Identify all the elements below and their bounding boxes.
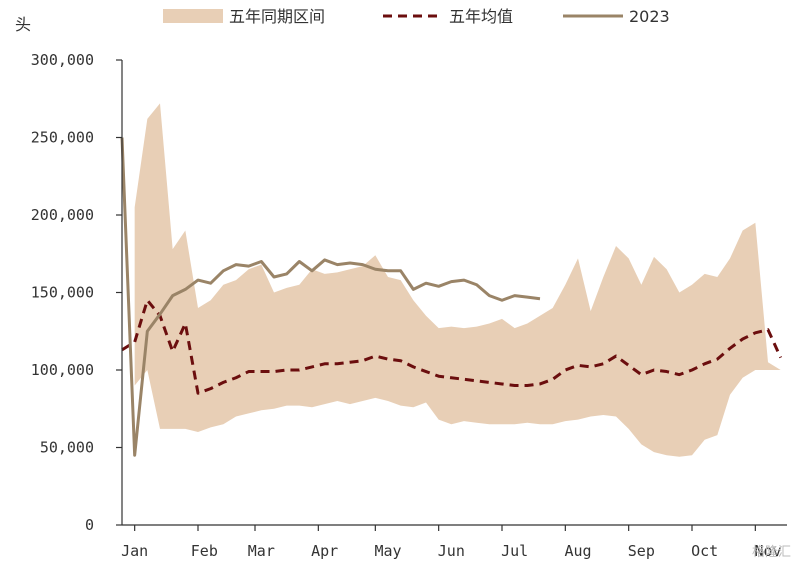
- legend-swatch-band: [163, 9, 223, 23]
- y-axis: 0 50,000 100,000 150,000 200,000 250,000 300,0…: [31, 51, 123, 534]
- x-tick-label: Aug: [564, 542, 591, 560]
- y-tick-label: 300,000: [31, 51, 94, 69]
- y-tick-label: 100,000: [31, 361, 94, 379]
- legend-label-2023: 2023: [629, 7, 670, 26]
- y-tick-label: 200,000: [31, 206, 94, 224]
- y-tick-label: 150,000: [31, 284, 94, 302]
- plot-area: [120, 103, 783, 457]
- range-band: [134, 103, 781, 457]
- x-tick-label: Sep: [628, 542, 655, 560]
- y-tick-label: 0: [85, 516, 94, 534]
- x-tick-label: Jul: [501, 542, 528, 560]
- x-tick-label: Feb: [191, 542, 218, 560]
- x-tick-label: Apr: [311, 542, 338, 560]
- x-tick-label: Jan: [121, 542, 148, 560]
- legend-label-band: 五年同期区间: [229, 7, 325, 26]
- x-tick-label: Nov: [754, 542, 781, 560]
- series-line-2023: [120, 137, 541, 457]
- x-tick-label: Oct: [691, 542, 718, 560]
- y-tick-label: 250,000: [31, 129, 94, 147]
- legend: 五年同期区间 五年均值 2023: [163, 7, 670, 26]
- legend-label-mean: 五年均值: [449, 7, 513, 26]
- watermark: 格隆汇: [752, 544, 791, 560]
- x-axis: JanFebMarAprMayJunJulAugSepOctNovDec: [121, 524, 787, 560]
- y-axis-unit-label: 头: [15, 15, 31, 34]
- y-tick-label: 50,000: [40, 439, 94, 457]
- x-tick-label: Mar: [248, 542, 275, 560]
- x-tick-label: Jun: [438, 542, 465, 560]
- x-tick-label: May: [374, 542, 401, 560]
- series-line-five-year-mean: [121, 298, 783, 395]
